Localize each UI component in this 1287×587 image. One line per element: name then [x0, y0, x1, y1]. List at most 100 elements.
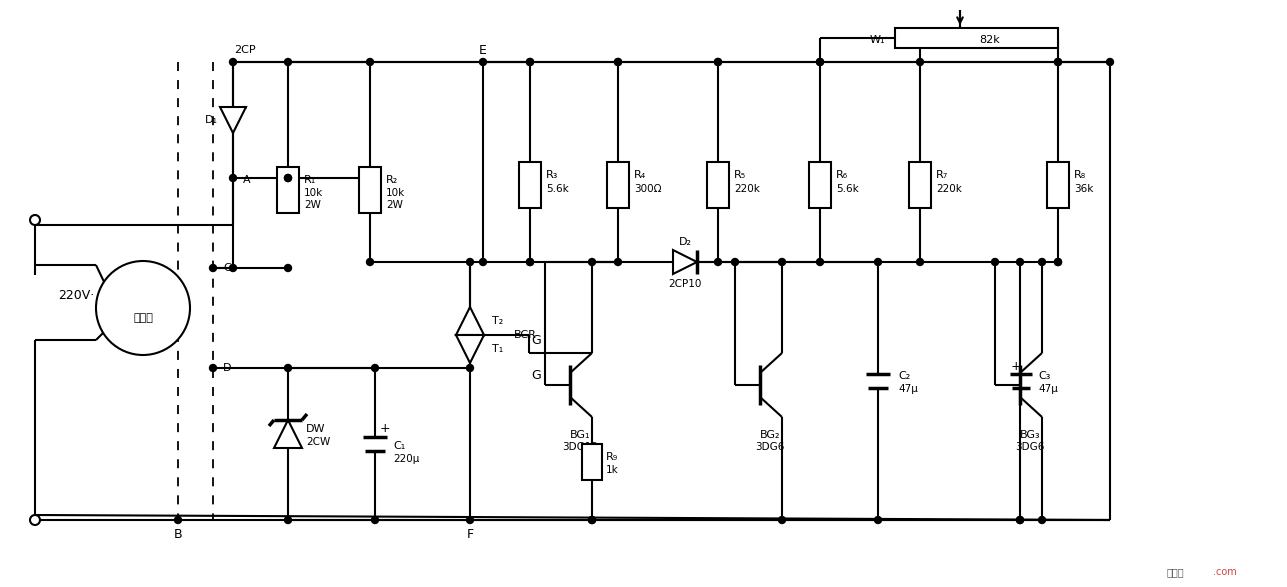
- Bar: [359, 167, 381, 213]
- Text: G: G: [532, 369, 541, 382]
- Text: 5.6k: 5.6k: [546, 184, 569, 194]
- Text: 3DG12: 3DG12: [562, 442, 598, 452]
- Circle shape: [588, 517, 596, 524]
- Circle shape: [526, 258, 534, 265]
- Circle shape: [526, 59, 534, 66]
- Text: R₄: R₄: [634, 170, 646, 180]
- Text: 3DG6: 3DG6: [755, 442, 785, 452]
- Circle shape: [816, 59, 824, 66]
- Text: T₁: T₁: [492, 344, 503, 354]
- Text: T₂: T₂: [492, 316, 503, 326]
- Text: 220V·: 220V·: [58, 288, 94, 302]
- Text: 220k: 220k: [936, 184, 961, 194]
- Circle shape: [714, 258, 722, 265]
- Circle shape: [229, 265, 237, 272]
- Bar: [909, 162, 931, 208]
- Circle shape: [284, 265, 291, 272]
- Text: DW: DW: [306, 424, 326, 434]
- Circle shape: [1017, 517, 1023, 524]
- Text: 2CP: 2CP: [234, 45, 256, 55]
- Text: BG₁: BG₁: [570, 430, 591, 440]
- Text: C₂: C₂: [898, 371, 910, 381]
- Circle shape: [714, 59, 722, 66]
- Polygon shape: [220, 107, 246, 133]
- Text: BG₃: BG₃: [1019, 430, 1040, 440]
- Text: R₂: R₂: [386, 175, 398, 185]
- Text: 2CW: 2CW: [306, 437, 331, 447]
- Text: 接线图: 接线图: [1166, 567, 1184, 577]
- Bar: [519, 162, 541, 208]
- Circle shape: [367, 59, 373, 66]
- Text: R₃: R₃: [546, 170, 559, 180]
- Circle shape: [1054, 59, 1062, 66]
- Circle shape: [367, 258, 373, 265]
- Circle shape: [284, 517, 291, 524]
- Circle shape: [779, 517, 785, 524]
- Circle shape: [614, 59, 622, 66]
- Text: 电风扇: 电风扇: [133, 313, 153, 323]
- Text: 300Ω: 300Ω: [634, 184, 662, 194]
- Bar: [810, 162, 831, 208]
- Circle shape: [372, 365, 378, 372]
- Text: 3DG6: 3DG6: [1015, 442, 1045, 452]
- Text: 47μ: 47μ: [898, 384, 918, 394]
- Circle shape: [284, 59, 291, 66]
- Circle shape: [614, 258, 622, 265]
- Text: D₁: D₁: [205, 115, 218, 125]
- Circle shape: [284, 174, 291, 181]
- Circle shape: [1039, 517, 1045, 524]
- Text: 10k: 10k: [386, 188, 405, 198]
- Text: G: G: [532, 333, 541, 346]
- Circle shape: [1039, 258, 1045, 265]
- Circle shape: [874, 517, 882, 524]
- Text: 82k: 82k: [979, 35, 1000, 45]
- Circle shape: [1054, 59, 1062, 66]
- Circle shape: [229, 174, 237, 181]
- Circle shape: [466, 365, 474, 372]
- Text: B: B: [174, 528, 183, 541]
- Polygon shape: [673, 250, 698, 274]
- Text: A: A: [243, 175, 251, 185]
- Circle shape: [210, 265, 216, 272]
- Text: +: +: [1010, 359, 1022, 373]
- Circle shape: [1107, 59, 1113, 66]
- Text: +: +: [380, 423, 391, 436]
- Circle shape: [1017, 517, 1023, 524]
- Bar: [277, 167, 299, 213]
- Text: C₃: C₃: [1039, 371, 1050, 381]
- Circle shape: [916, 258, 924, 265]
- Circle shape: [466, 517, 474, 524]
- Bar: [582, 444, 602, 480]
- Text: C₁: C₁: [393, 441, 405, 451]
- Circle shape: [480, 59, 486, 66]
- Bar: [607, 162, 629, 208]
- Circle shape: [372, 517, 378, 524]
- Text: 47μ: 47μ: [1039, 384, 1058, 394]
- Text: R₈: R₈: [1073, 170, 1086, 180]
- Text: 36k: 36k: [1073, 184, 1094, 194]
- Text: R₅: R₅: [734, 170, 746, 180]
- Text: BCR: BCR: [514, 330, 537, 340]
- Polygon shape: [274, 420, 302, 448]
- Circle shape: [466, 258, 474, 265]
- Text: 220μ: 220μ: [393, 454, 420, 464]
- Text: W₁: W₁: [869, 35, 884, 45]
- Circle shape: [210, 365, 216, 372]
- Circle shape: [1054, 258, 1062, 265]
- Text: F: F: [466, 528, 474, 541]
- Bar: [707, 162, 728, 208]
- Circle shape: [874, 258, 882, 265]
- Text: 220k: 220k: [734, 184, 759, 194]
- Circle shape: [991, 258, 999, 265]
- Circle shape: [779, 258, 785, 265]
- Circle shape: [714, 59, 722, 66]
- Text: 2W: 2W: [386, 200, 403, 210]
- Circle shape: [480, 258, 486, 265]
- Circle shape: [588, 517, 596, 524]
- Text: D₂: D₂: [678, 237, 691, 247]
- Text: E: E: [479, 43, 486, 56]
- Bar: [1048, 162, 1069, 208]
- Circle shape: [97, 261, 190, 355]
- Circle shape: [284, 365, 291, 372]
- Text: 2CP10: 2CP10: [668, 279, 701, 289]
